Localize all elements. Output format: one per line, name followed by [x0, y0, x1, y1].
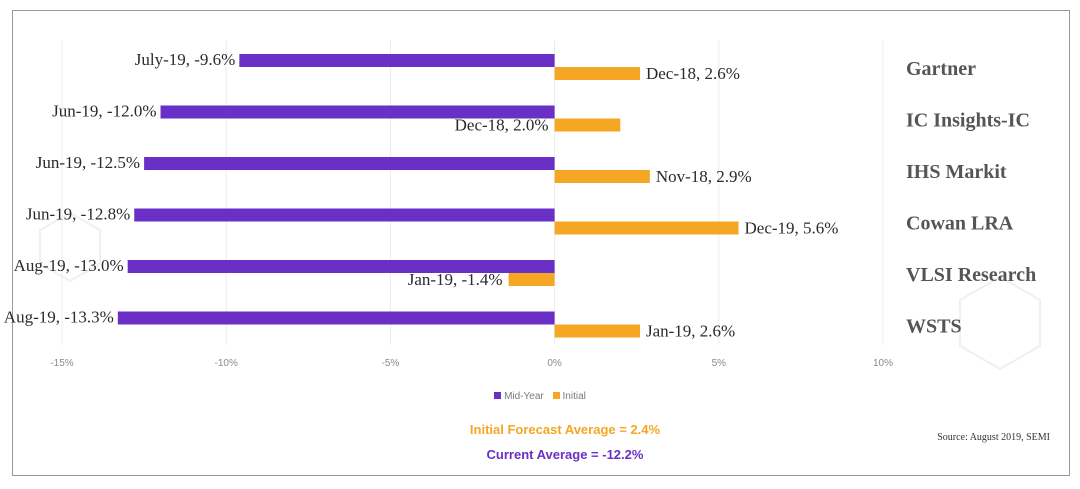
data-label-mid-year: Jun-19, -12.8%: [26, 205, 130, 224]
legend-item-initial: Initial: [552, 391, 586, 402]
data-label-initial: Jan-19, 2.6%: [646, 322, 735, 341]
category-labels: Gartner IC Insights-IC IHS Markit Cowan LRA…: [906, 58, 1036, 338]
category-label: VLSI Research: [906, 264, 1036, 286]
legend: Mid-Year Initial: [0, 391, 1080, 402]
gridlines: [61, 40, 884, 345]
bar-mid-year: [127, 260, 555, 273]
x-tick-label: 0%: [547, 358, 562, 369]
category-label: WSTS: [906, 316, 962, 338]
legend-item-mid-year: Mid-Year: [494, 391, 544, 402]
bars: [117, 54, 739, 338]
category-label: Cowan LRA: [906, 213, 1014, 235]
bar-mid-year: [134, 208, 555, 222]
category-label: IHS Markit: [906, 161, 1007, 183]
data-label-initial: Jan-19, -1.4%: [408, 270, 503, 289]
data-label-initial: Dec-18, 2.6%: [646, 64, 740, 83]
source-note: Source: August 2019, SEMI: [937, 432, 1050, 443]
legend-swatch-mid-year: [494, 392, 502, 399]
data-label-mid-year: Jun-19, -12.5%: [36, 153, 140, 172]
category-label: IC Insights-IC: [906, 110, 1030, 132]
x-tick-label: -5%: [382, 358, 400, 369]
data-label-mid-year: Aug-19, -13.0%: [14, 256, 124, 275]
x-tick-label: -15%: [50, 358, 73, 369]
bar-mid-year: [160, 105, 555, 119]
bar-mid-year: [239, 54, 555, 67]
legend-swatch-initial: [552, 392, 560, 399]
bar-mid-year: [144, 157, 555, 170]
bar-initial: [554, 118, 621, 132]
bar-initial: [554, 221, 739, 235]
data-label-mid-year: July-19, -9.6%: [135, 50, 236, 69]
x-tick-label: 10%: [873, 358, 893, 369]
initial-forecast-average: Initial Forecast Average = 2.4%: [469, 422, 661, 437]
legend-label-mid-year: Mid-Year: [504, 391, 544, 402]
data-label-initial: Nov-18, 2.9%: [656, 167, 752, 186]
data-label-mid-year: Aug-19, -13.3%: [4, 308, 114, 327]
bar-initial: [554, 324, 640, 338]
x-tick-label: -10%: [215, 358, 238, 369]
data-labels: July-19, -9.6% Dec-18, 2.6% Jun-19, -12.0%…: [4, 50, 839, 341]
bar-initial: [554, 67, 640, 80]
data-label-mid-year: Jun-19, -12.0%: [52, 102, 156, 121]
x-tick-label: 5%: [712, 358, 727, 369]
x-axis-ticks: -15% -10% -5% 0% 5% 10%: [50, 358, 893, 369]
data-label-initial: Dec-18, 2.0%: [455, 116, 549, 135]
bar-initial: [554, 170, 650, 183]
data-label-initial: Dec-19, 5.6%: [745, 219, 839, 238]
category-label: Gartner: [906, 58, 976, 80]
current-average: Current Average = -12.2%: [486, 447, 644, 462]
bar-initial: [508, 273, 555, 286]
chart-frame: [12, 10, 1070, 476]
bar-mid-year: [117, 311, 555, 325]
legend-label-initial: Initial: [562, 391, 586, 402]
